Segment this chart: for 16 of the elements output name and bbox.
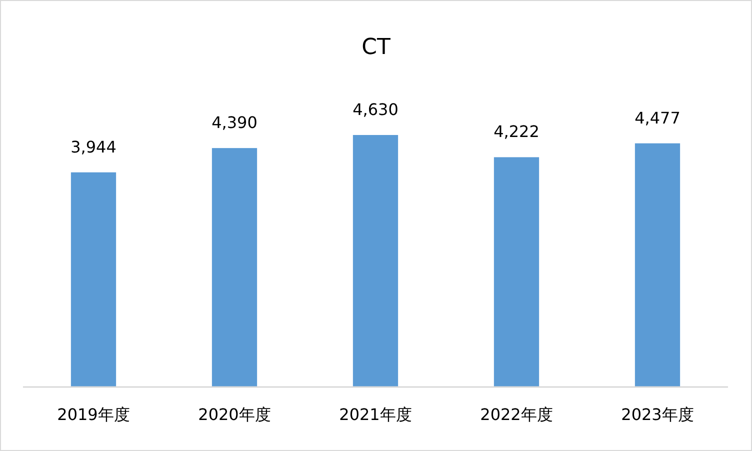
chart-title: CT	[362, 35, 391, 60]
data-label: 4,222	[494, 122, 540, 142]
x-tick-label: 2023年度	[621, 405, 694, 424]
x-tick-label: 2019年度	[57, 405, 130, 424]
x-tick-label: 2022年度	[480, 405, 553, 424]
data-label: 4,630	[352, 100, 398, 119]
bar	[70, 172, 116, 387]
bar	[634, 143, 680, 387]
data-label: 4,390	[212, 113, 258, 132]
x-tick-label: 2020年度	[198, 405, 271, 424]
data-label: 3,944	[70, 137, 116, 156]
data-label: 4,477	[634, 108, 680, 128]
bar	[212, 148, 258, 387]
x-tick-label: 2021年度	[339, 405, 412, 424]
bar	[494, 157, 540, 387]
bar	[352, 135, 398, 387]
